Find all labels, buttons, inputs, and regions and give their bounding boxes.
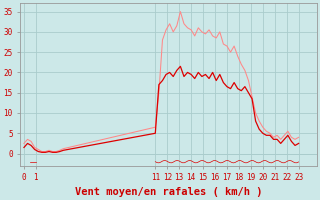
X-axis label: Vent moyen/en rafales ( km/h ): Vent moyen/en rafales ( km/h ): [75, 187, 262, 197]
